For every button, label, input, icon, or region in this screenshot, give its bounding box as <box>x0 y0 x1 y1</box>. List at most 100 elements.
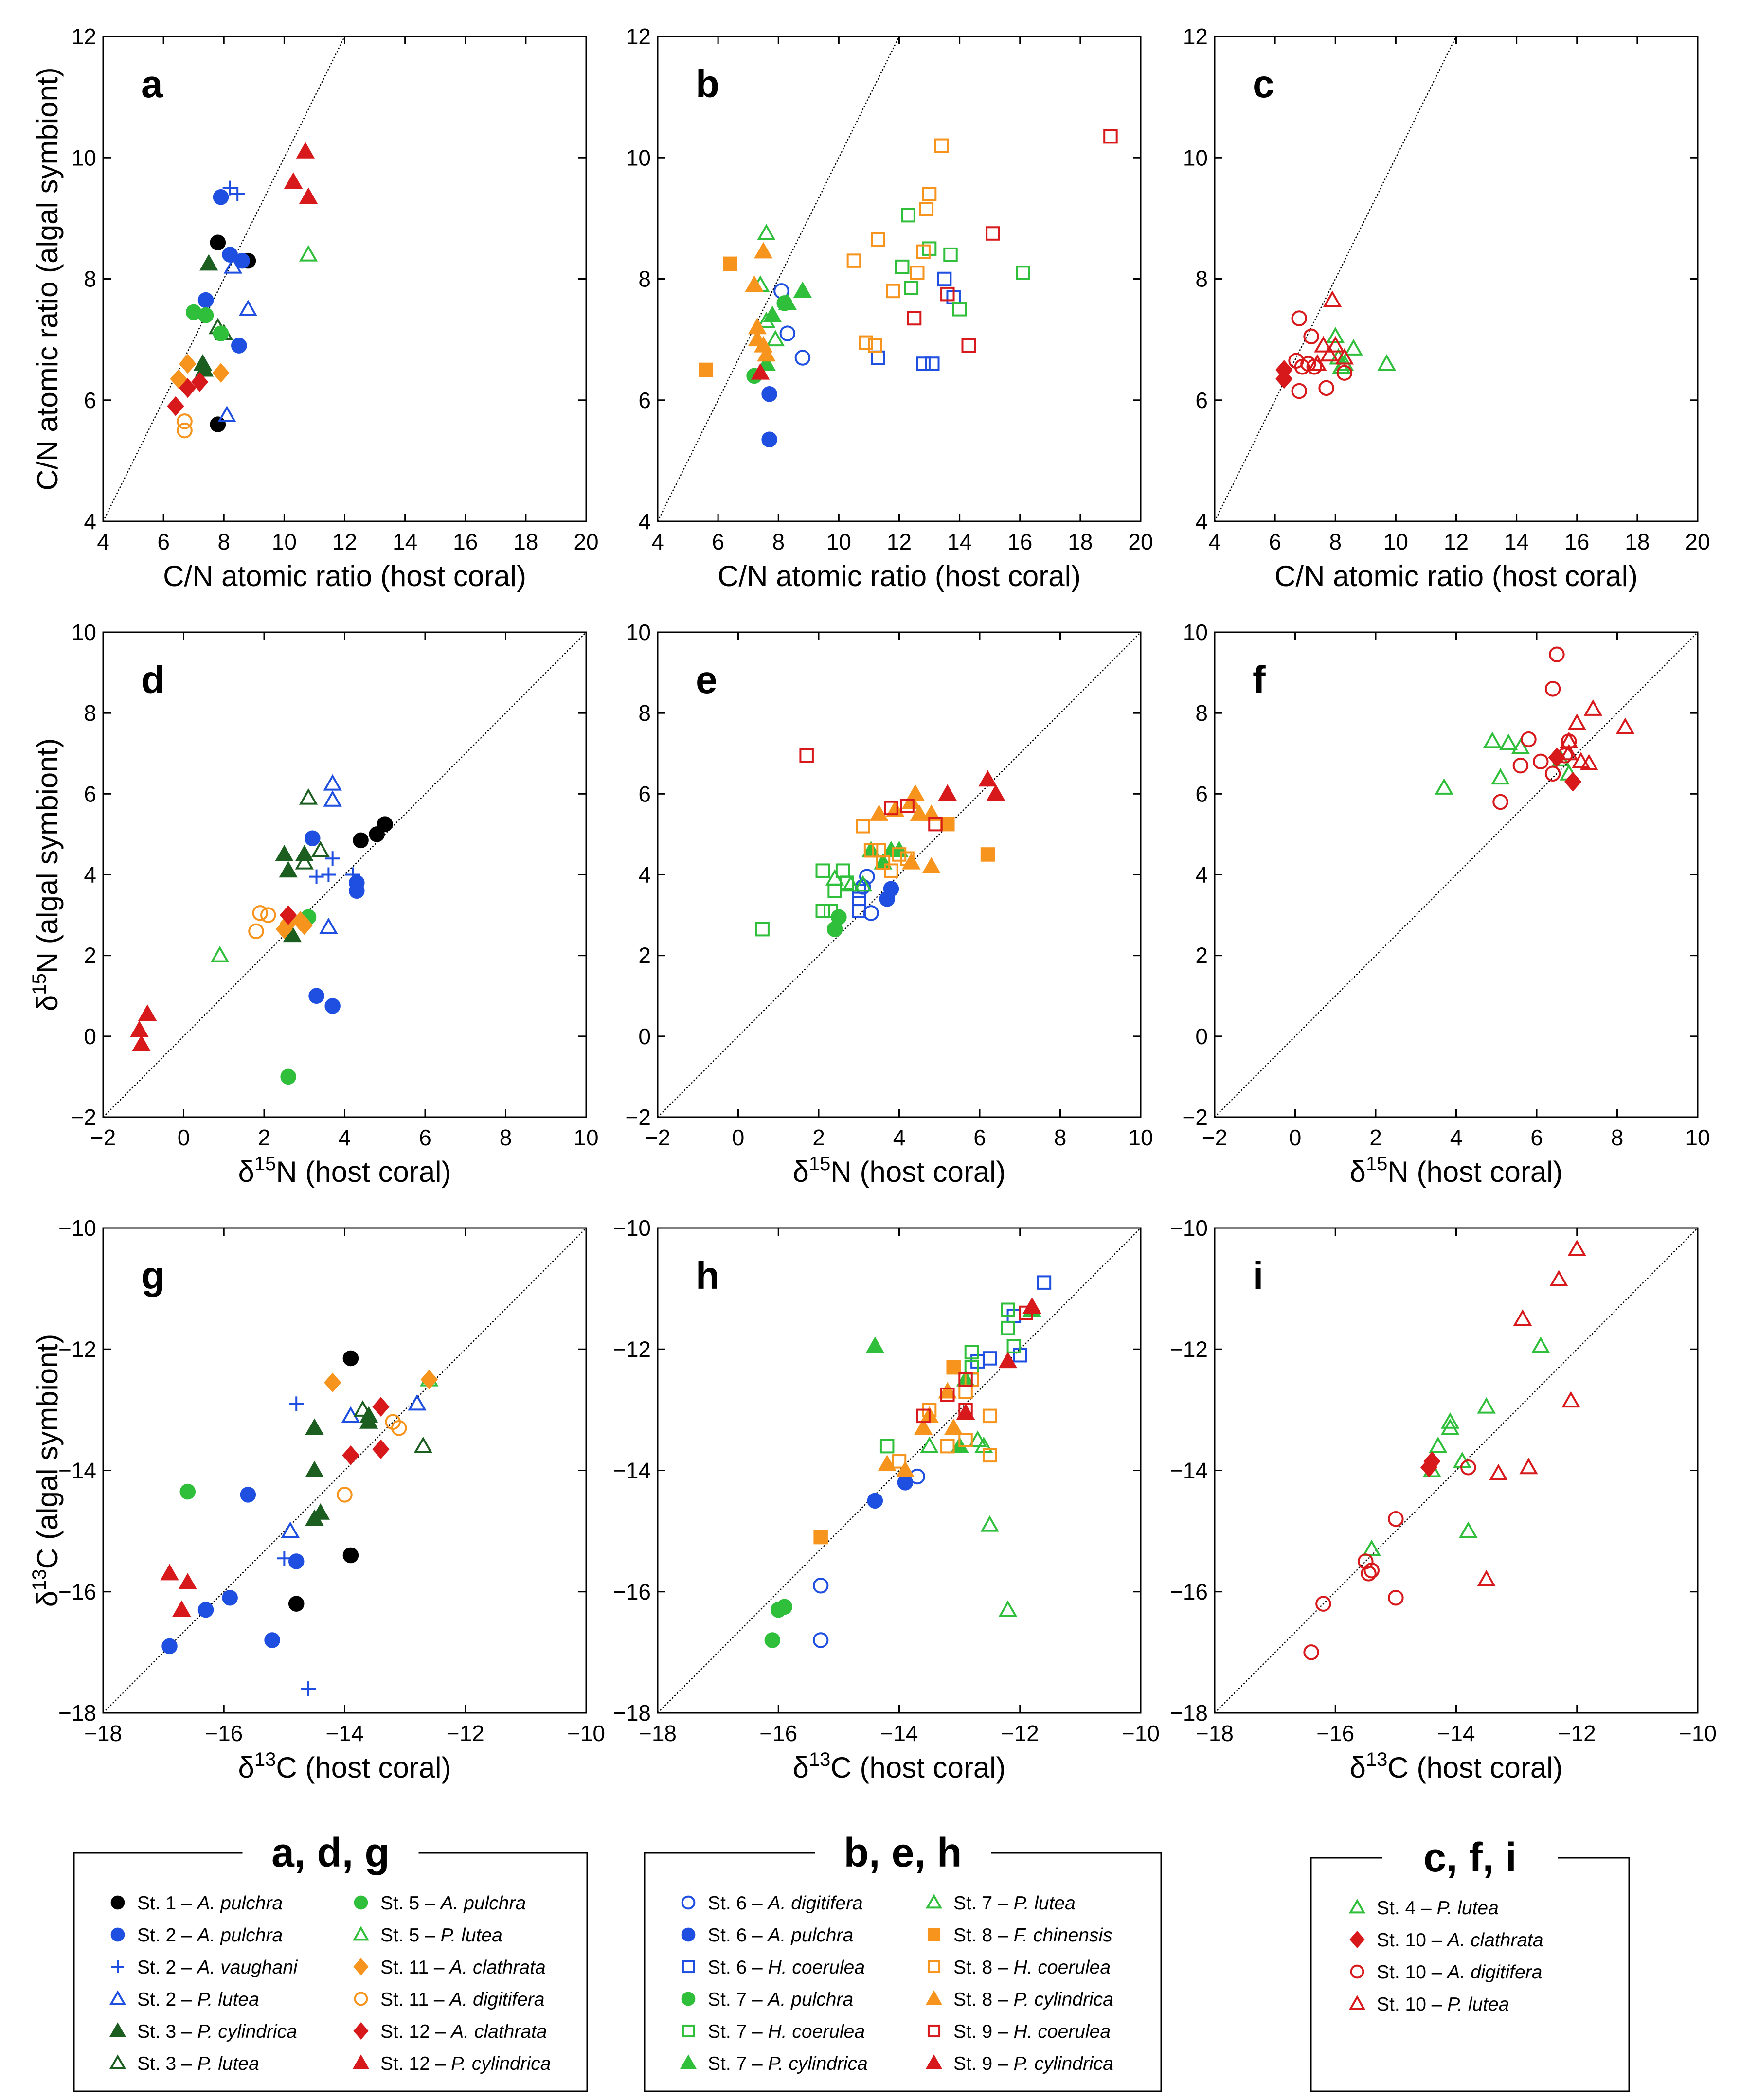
data-point <box>940 286 955 302</box>
series-s5-plut <box>210 945 230 962</box>
x-tick-label: 18 <box>513 529 538 554</box>
x-tick-label: 10 <box>1128 1125 1153 1150</box>
data-point <box>827 883 842 898</box>
data-point <box>1483 731 1502 748</box>
one-to-one-line <box>103 1228 586 1713</box>
series-s8-pcyl <box>745 242 776 362</box>
data-point <box>761 386 777 402</box>
y-tick-label: 4 <box>638 509 651 534</box>
data-point <box>309 869 324 884</box>
series-s2-apul <box>197 189 250 354</box>
data-point <box>914 1418 933 1435</box>
legend-entry: St. 2 – P. lutea <box>109 1989 259 2010</box>
data-point <box>353 1400 372 1417</box>
x-tick-label: −12 <box>1558 1721 1596 1746</box>
series-s12-pcyl <box>130 1004 157 1051</box>
legend-entry: St. 1 – A. pulchra <box>110 1893 283 1914</box>
series-s10-adig <box>1303 1459 1476 1660</box>
legend-marker <box>925 1990 943 2005</box>
x-tick-label: 6 <box>419 1125 431 1150</box>
legend-label: St. 7 – P. cylindrica <box>708 2053 868 2074</box>
data-point <box>1006 1339 1022 1353</box>
data-point <box>867 1493 883 1509</box>
y-tick-label: −10 <box>58 1215 96 1241</box>
data-point <box>197 292 214 308</box>
legend-label: St. 1 – A. pulchra <box>137 1893 283 1914</box>
data-point <box>199 254 218 271</box>
one-to-one-line <box>658 36 900 521</box>
data-point <box>856 819 870 834</box>
x-tick-label: 12 <box>1444 529 1469 554</box>
data-point <box>296 915 313 935</box>
data-point <box>195 360 214 377</box>
series-s9-pcyl <box>956 1297 1041 1420</box>
data-point <box>871 350 885 365</box>
data-point <box>231 338 247 354</box>
legend-entry: St. 11 – A. digitifera <box>354 1989 544 2010</box>
data-point <box>1336 365 1353 381</box>
legend-label: St. 8 – H. coerulea <box>953 1957 1111 1978</box>
data-point <box>1362 1539 1381 1556</box>
data-point <box>1001 1320 1015 1335</box>
data-point <box>1579 754 1598 771</box>
x-tick-label: 2 <box>1369 1125 1382 1150</box>
data-point <box>1477 1570 1496 1586</box>
legend-3: c, f, i St. 4 – P. lutea St. 10 – A. clath… <box>1310 1833 1630 2092</box>
data-point <box>1460 1459 1476 1476</box>
data-point <box>160 1564 179 1581</box>
data-point <box>869 804 889 821</box>
x-tick-label: 8 <box>1054 1125 1067 1150</box>
legend-marker <box>110 1895 125 1910</box>
y-tick-label: −16 <box>58 1579 96 1604</box>
data-point <box>212 363 230 383</box>
series-s3-plut <box>353 1400 433 1453</box>
data-point <box>1308 354 1327 371</box>
x-tick-label: 20 <box>1685 529 1710 554</box>
panel-g: −18 −16 −14 −12 −10 −18 −16 −14 −12 −10 g δ13C (hos… <box>29 1215 605 1784</box>
data-point <box>1557 747 1573 764</box>
y-tick-label: 8 <box>1195 700 1208 726</box>
legend-entry: St. 12 – A. clathrata <box>353 2021 547 2042</box>
data-point <box>1016 266 1030 280</box>
legend-label: St. 10 – A. clathrata <box>1377 1930 1543 1951</box>
x-tick-label: 14 <box>947 529 972 554</box>
data-point <box>826 921 843 937</box>
data-point <box>865 1336 885 1353</box>
data-point <box>925 356 940 371</box>
series-s6-adig <box>773 283 811 366</box>
series-s8-hcoe <box>846 138 949 353</box>
data-point <box>1491 768 1510 785</box>
data-point <box>928 817 943 832</box>
data-point <box>260 907 276 923</box>
data-point <box>299 187 318 204</box>
panel-c: 4 6 8 10 12 14 16 18 20 4 6 8 10 12 c C/N atomic ratio … <box>1183 24 1710 592</box>
x-tick-label: 20 <box>574 529 598 554</box>
series-s6-adig <box>855 869 879 921</box>
series-s7-hcoe <box>755 863 854 937</box>
data-point <box>937 271 952 286</box>
data-point <box>852 904 866 919</box>
legend-entry: St. 5 – P. lutea <box>352 1925 502 1946</box>
data-point <box>179 1483 196 1500</box>
series-s12-acla <box>279 905 297 925</box>
data-point <box>197 1602 214 1618</box>
data-point <box>345 867 360 882</box>
data-point <box>824 904 838 919</box>
data-point <box>1303 328 1319 345</box>
data-point <box>1477 1397 1496 1414</box>
data-point <box>191 372 209 392</box>
legend-label: St. 6 – A. pulchra <box>708 1925 853 1946</box>
legend-label: St. 10 – P. lutea <box>1377 1994 1509 2015</box>
y-axis-label: δ15N (algal symbiont) <box>29 738 64 1011</box>
legend-label: St. 7 – P. lutea <box>953 1893 1076 1914</box>
y-tick-label: 6 <box>1195 388 1208 413</box>
x-tick-label: 8 <box>1329 529 1342 554</box>
data-point <box>920 1436 939 1453</box>
y-tick-label: 10 <box>1183 145 1208 170</box>
y-tick-label: −16 <box>613 1579 651 1604</box>
data-point <box>842 875 861 892</box>
data-point <box>952 302 967 317</box>
data-point <box>1583 699 1603 716</box>
legend-title-bg <box>1382 1833 1558 1880</box>
series-s10-plut <box>1477 1239 1586 1586</box>
